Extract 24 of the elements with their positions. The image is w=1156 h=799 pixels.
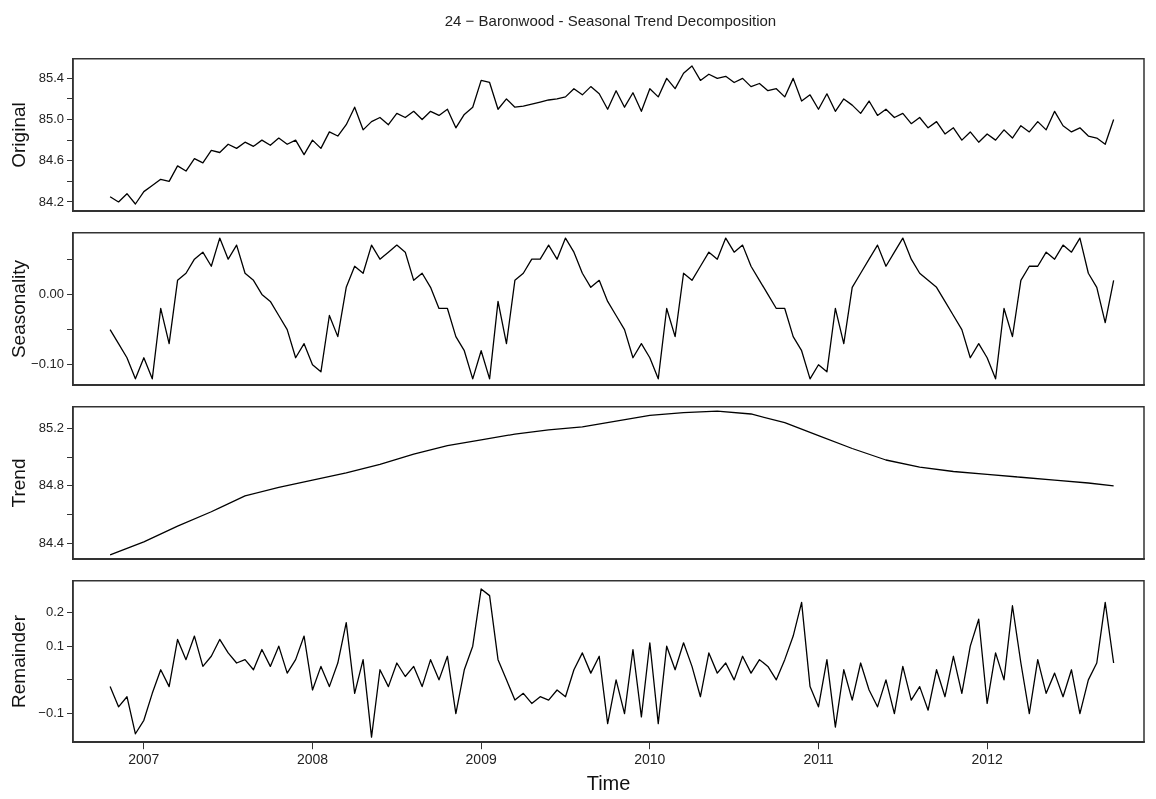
- x-tick-label: 2011: [803, 751, 834, 768]
- y-tick-label: 84.2: [38, 193, 64, 209]
- y-tick-label: −0.10: [31, 356, 64, 372]
- y-tick-label: 0.1: [45, 637, 64, 653]
- y-tick-label: 85.4: [38, 69, 64, 85]
- y-tick-label: 85.2: [38, 419, 64, 435]
- y-tick-label: 85.0: [38, 111, 64, 127]
- y-axis-title: Original: [7, 102, 29, 168]
- x-tick-label: 2010: [634, 751, 666, 768]
- y-tick-label: 84.4: [38, 534, 64, 550]
- y-axis-title: Trend: [7, 458, 29, 508]
- x-tick-label: 2008: [296, 751, 329, 768]
- y-tick-label: 84.6: [38, 152, 64, 168]
- y-tick-label: −0.1: [38, 705, 64, 721]
- x-tick-label: 2012: [971, 751, 1003, 768]
- y-tick-label: 84.8: [38, 477, 64, 493]
- y-axis-title: Seasonality: [7, 259, 29, 359]
- x-tick-label: 2007: [128, 751, 160, 768]
- x-axis-title: Time: [586, 771, 631, 794]
- y-tick-label: 0.00: [38, 285, 64, 301]
- x-tick-label: 2009: [465, 751, 497, 768]
- y-axis-title: Remainder: [7, 614, 29, 708]
- y-tick-label: 0.2: [45, 604, 64, 620]
- chart-title: 24 − Baronwood - Seasonal Trend Decomposition: [444, 12, 777, 29]
